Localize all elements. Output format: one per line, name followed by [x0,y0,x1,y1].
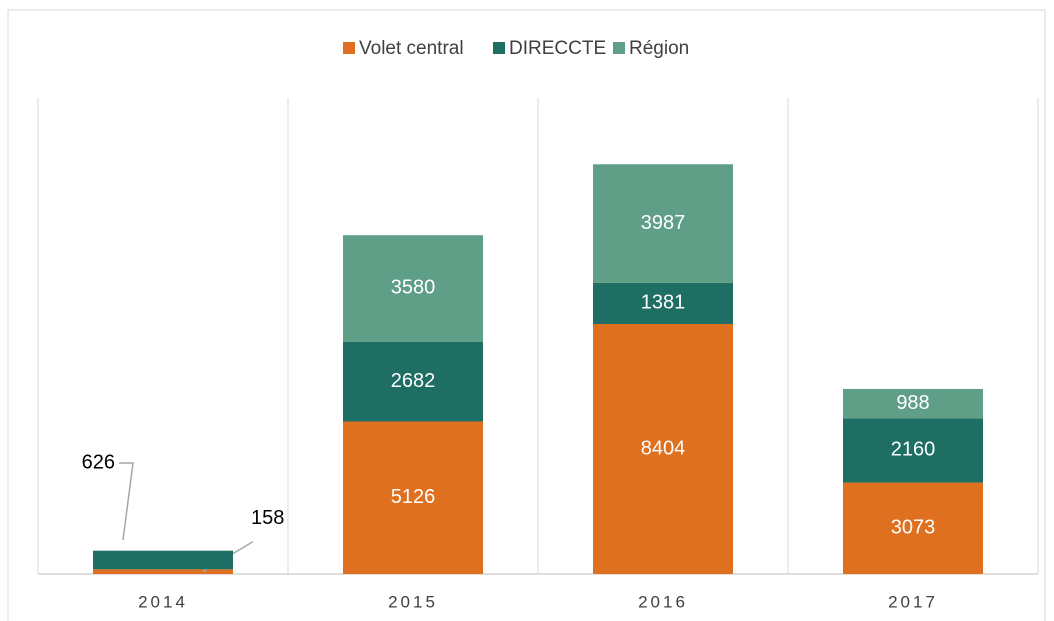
x-tick-label: 2014 [138,592,188,611]
data-label: 2682 [391,370,436,392]
data-label: 626 [82,451,115,473]
data-label: 3073 [891,517,936,539]
x-tick-label: 2017 [888,592,938,611]
x-tick-label: 2015 [388,592,438,611]
legend-swatch [493,42,505,54]
legend-swatch [613,42,625,54]
data-label: 2160 [891,439,936,461]
data-label: 988 [896,392,929,414]
bar-segment [593,323,733,574]
bar-segment [843,388,983,419]
leader-line [119,462,134,541]
bar-segment [93,569,233,574]
bar-segment [843,418,983,483]
data-label: 3580 [391,277,436,299]
bar-segment [593,282,733,324]
bar-segment [343,235,483,342]
data-label: 158 [251,507,284,529]
legend-swatch [343,42,355,54]
legend-label: Région [629,38,689,59]
data-label: 1381 [641,292,686,314]
data-label: 8404 [641,437,686,459]
bar-segment [93,550,233,570]
data-label: 5126 [391,486,436,508]
bar-segment [843,482,983,574]
legend-label: DIRECCTE [509,38,606,59]
legend-label: Volet central [359,38,464,59]
bar-segment [343,341,483,422]
x-tick-label: 2016 [638,592,688,611]
bar-segment [593,164,733,283]
data-label: 3987 [641,212,686,234]
bar-segment [343,421,483,574]
